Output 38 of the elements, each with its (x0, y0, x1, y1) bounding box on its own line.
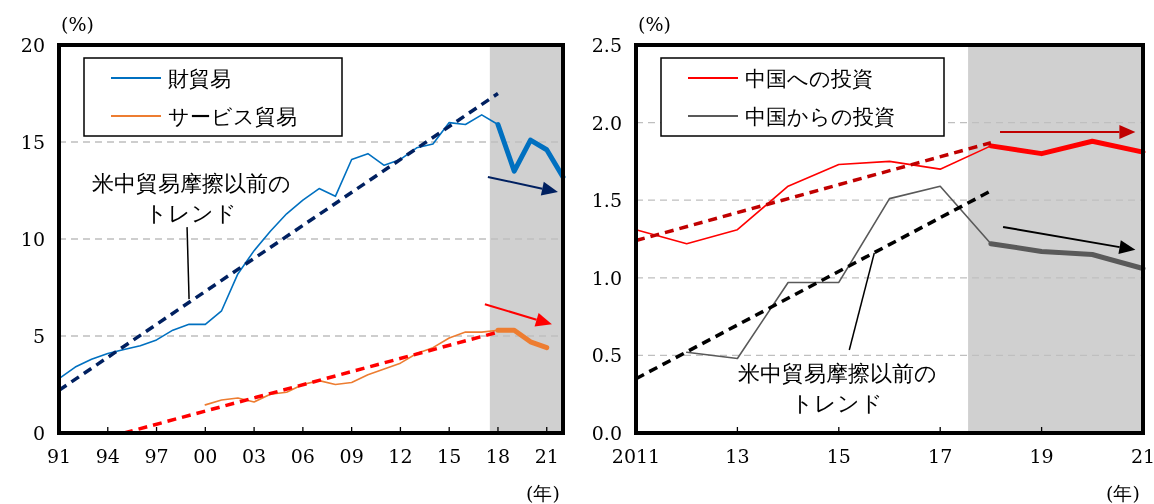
x-tick-label: 13 (725, 445, 750, 467)
y-tick-label: 20 (20, 34, 45, 56)
y-tick-label: 0.0 (591, 422, 622, 444)
x-tick-label: 97 (144, 445, 169, 467)
x-axis-title: (年) (526, 482, 560, 504)
x-tick-label: 15 (437, 445, 462, 467)
y-tick-label: 2.0 (591, 111, 622, 134)
annotation: 米中貿易摩擦以前のトレンド (737, 360, 937, 416)
y-tick-label: 0 (32, 422, 45, 444)
x-axis-title: (年) (1106, 482, 1140, 504)
y-tick-label: 10 (20, 228, 45, 250)
legend-label: 中国への投資 (745, 67, 873, 91)
x-tick-label: 09 (339, 445, 364, 467)
y-tick-label: 0.5 (591, 344, 622, 367)
x-tick-label: 18 (485, 445, 511, 467)
y-axis-title: (%) (61, 13, 94, 35)
x-tick-label: 00 (193, 445, 218, 467)
y-tick-label: 5 (32, 325, 45, 347)
x-tick-label: 2011 (611, 445, 661, 467)
x-tick-label: 91 (46, 445, 72, 467)
x-tick-label: 19 (1029, 445, 1054, 467)
x-tick-label: 21 (534, 445, 559, 467)
x-tick-label: 12 (388, 445, 413, 467)
y-tick-label: 1.0 (591, 266, 622, 289)
x-tick-label: 17 (928, 445, 953, 467)
y-tick-label: 1.5 (591, 189, 622, 212)
legend-label: サービス貿易 (168, 105, 297, 129)
legend-label: 財貿易 (168, 67, 231, 91)
y-tick-label: 15 (20, 131, 45, 153)
x-tick-label: 94 (95, 445, 120, 467)
y-axis-title: (%) (638, 13, 671, 35)
x-tick-label: 21 (1130, 445, 1154, 467)
x-tick-label: 06 (290, 445, 315, 467)
y-tick-label: 2.5 (591, 34, 622, 56)
x-tick-label: 03 (242, 445, 267, 467)
x-tick-label: 15 (826, 445, 851, 467)
legend-label: 中国からの投資 (745, 105, 895, 129)
annotation: 米中貿易摩擦以前のトレンド (91, 171, 291, 227)
